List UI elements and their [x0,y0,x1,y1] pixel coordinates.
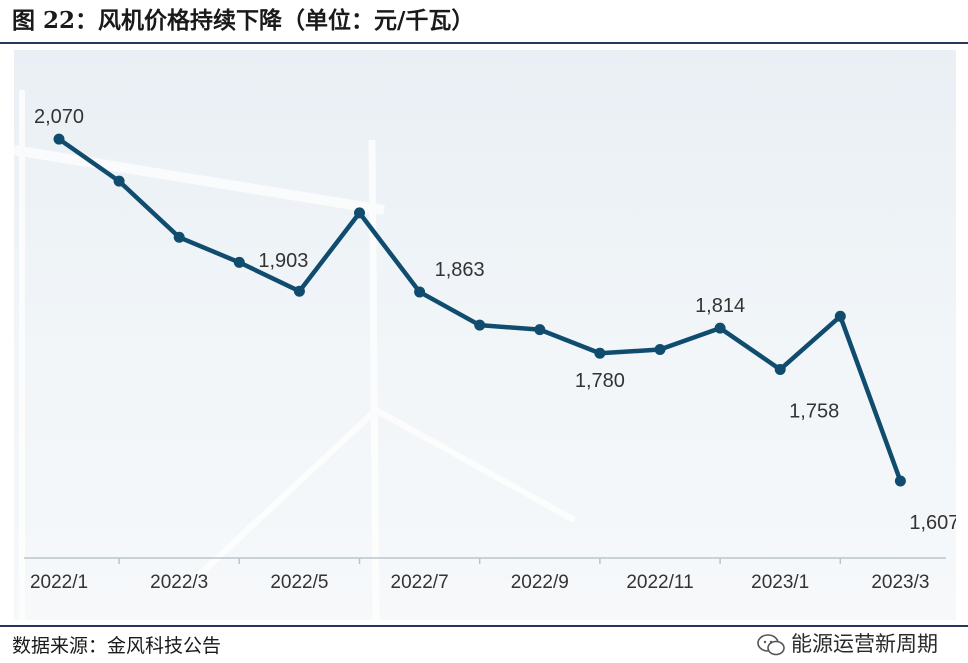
data-point [414,286,426,298]
x-tick-label: 2023/1 [751,572,809,593]
data-point [233,256,245,268]
x-tick-label: 2022/7 [391,572,449,593]
data-label: 1,758 [789,400,839,422]
data-point [53,133,65,145]
line-chart: 2022/1 2022/3 2022/5 2022/7 2022/9 2022/11 202… [14,90,956,620]
x-tick-label: 2022/9 [511,572,569,593]
data-point [474,319,486,331]
data-point [354,207,365,219]
chart-panel: 2022/1 2022/3 2022/5 2022/7 2022/9 2022/11 202… [14,50,956,620]
source-divider [0,625,968,627]
series-line [56,136,903,484]
background-turbines [14,90,576,620]
data-point [293,285,305,297]
data-point [113,175,125,187]
data-label: 1,780 [575,370,625,392]
data-label: 1,814 [695,295,745,317]
data-point [173,231,185,243]
watermark: 能源运营新周期 [757,630,938,660]
data-label: 2,070 [34,106,84,128]
data-label: 1,903 [258,250,308,272]
chart-title: 图 22：风机价格持续下降（单位：元/千瓦） [12,7,475,34]
data-point [894,475,906,487]
data-label: 1,607 [909,512,956,534]
x-tick-label: 2022/3 [150,572,208,593]
watermark-text: 能源运营新周期 [791,633,938,656]
x-tick-label: 2022/5 [270,572,328,593]
data-point [834,310,846,322]
data-point [714,322,726,334]
data-point [774,363,786,375]
x-tick-label: 2022/11 [626,572,693,593]
data-point [654,344,666,356]
x-tick-label: 2023/3 [871,572,929,593]
data-point [594,347,606,359]
wechat-icon [757,634,785,656]
source-note: 数据来源：金风科技公告 [12,635,222,657]
data-label: 1,863 [435,259,485,281]
title-divider [0,42,968,44]
data-point [534,324,546,336]
x-tick-label: 2022/1 [30,572,88,593]
